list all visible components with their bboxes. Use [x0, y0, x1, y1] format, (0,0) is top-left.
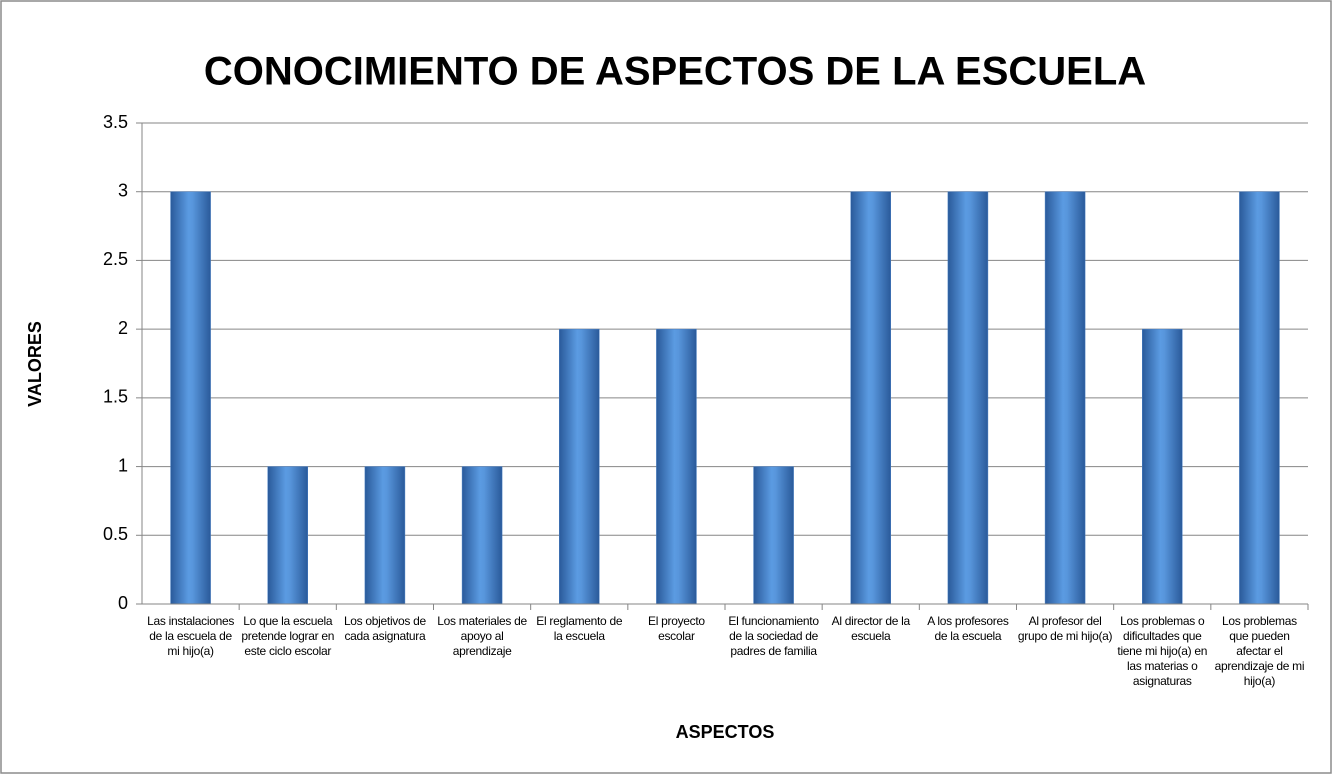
- y-tick-label: 3: [118, 180, 128, 200]
- x-tick-label: El funcionamiento de la sociedad de padr…: [728, 614, 819, 658]
- x-tick-label: El reglamento de la escuela: [536, 614, 623, 643]
- x-tick-label: Los materiales de apoyo al aprendizaje: [437, 614, 527, 658]
- y-tick-label: 1: [118, 455, 128, 475]
- bar: [1044, 191, 1086, 605]
- bar: [1142, 328, 1183, 605]
- bar: [753, 466, 794, 605]
- y-tick-label: 0.5: [103, 524, 128, 544]
- y-tick-label: 2: [118, 318, 128, 338]
- x-axis-label: ASPECTOS: [676, 722, 775, 742]
- bar: [559, 328, 600, 605]
- x-tick-label: Los objetivos de cada asignatura: [343, 614, 426, 643]
- y-tick-label: 3.5: [103, 112, 128, 132]
- x-tick-label: Lo que la escuela pretende lograr en est…: [241, 614, 335, 658]
- y-tick-label: 1.5: [103, 387, 128, 407]
- chart-title: CONOCIMIENTO DE ASPECTOS DE LA ESCUELA: [204, 50, 1146, 94]
- bar: [170, 191, 211, 605]
- bar: [1239, 191, 1280, 605]
- x-tick-label: Las instalaciones de la escuela de mi hi…: [147, 614, 235, 658]
- x-tick-label: Al director de la escuela: [831, 614, 911, 643]
- bar: [267, 466, 308, 605]
- x-tick-label: Los problemas o dificultades que tiene m…: [1117, 614, 1208, 688]
- x-tick-label: Los problemas que pueden afectar el apre…: [1214, 614, 1305, 688]
- x-tick-label: Al profesor del grupo de mi hijo(a): [1017, 614, 1113, 643]
- bar: [850, 191, 891, 605]
- y-tick-label: 0: [118, 593, 128, 613]
- y-tick-label: 2.5: [103, 249, 128, 269]
- bar: [461, 466, 503, 605]
- x-tick-label: El proyecto escolar: [648, 614, 705, 643]
- bar: [947, 191, 989, 605]
- bar: [656, 328, 697, 605]
- x-tick-label: A los profesores de la escuela: [927, 614, 1009, 643]
- y-axis-label: VALORES: [25, 321, 45, 407]
- bar: [364, 466, 406, 605]
